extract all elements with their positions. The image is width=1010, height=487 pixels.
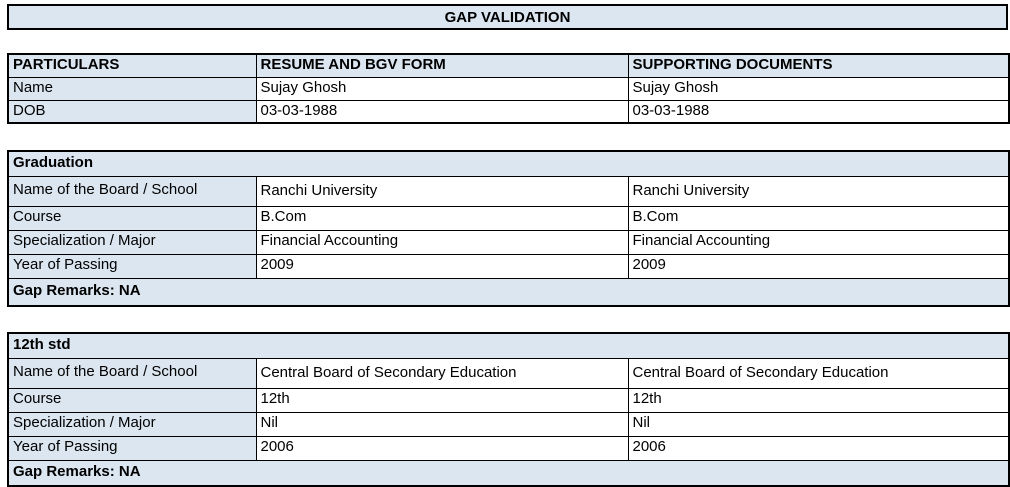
dob-label-cell: DOB bbox=[7, 99, 257, 124]
course-supporting-cell: B.Com bbox=[627, 205, 1010, 231]
board-school-supporting-cell: Ranchi University bbox=[627, 175, 1010, 207]
specialization-label-cell: Specialization / Major bbox=[7, 229, 257, 255]
table-row-year-of-passing: Year of Passing 2009 2009 bbox=[7, 253, 1010, 279]
graduation-table: Graduation Name of the Board / School Ra… bbox=[7, 150, 1010, 308]
table-row-name: Name Sujay Ghosh Sujay Ghosh bbox=[7, 76, 1010, 101]
year-supporting-cell: 2009 bbox=[627, 253, 1010, 279]
graduation-gap-remarks: Gap Remarks: NA bbox=[7, 277, 1010, 307]
specialization-resume-cell: Nil bbox=[255, 411, 629, 437]
table-row-course: Course 12th 12th bbox=[7, 387, 1010, 413]
board-school-resume-cell: Ranchi University bbox=[255, 175, 629, 207]
page-title: GAP VALIDATION bbox=[7, 4, 1008, 30]
specialization-resume-cell: Financial Accounting bbox=[255, 229, 629, 255]
name-supporting-cell: Sujay Ghosh bbox=[627, 76, 1010, 101]
course-label-cell: Course bbox=[7, 387, 257, 413]
table-row-dob: DOB 03-03-1988 03-03-1988 bbox=[7, 99, 1010, 124]
board-school-supporting-cell: Central Board of Secondary Education bbox=[627, 357, 1010, 389]
board-school-resume-cell: Central Board of Secondary Education bbox=[255, 357, 629, 389]
specialization-label-cell: Specialization / Major bbox=[7, 411, 257, 437]
table-row-board-school: Name of the Board / School Ranchi Univer… bbox=[7, 175, 1010, 207]
header-particulars: PARTICULARS bbox=[7, 53, 257, 78]
gap-validation-sheet: GAP VALIDATION PARTICULARS RESUME AND BG… bbox=[7, 4, 1010, 487]
header-resume-bgv-form: RESUME AND BGV FORM bbox=[255, 53, 629, 78]
table-header-row: PARTICULARS RESUME AND BGV FORM SUPPORTI… bbox=[7, 53, 1010, 78]
twelfth-section-heading: 12th std bbox=[7, 332, 1010, 359]
gap-remarks-row: Gap Remarks: NA bbox=[7, 277, 1010, 307]
table-row-year-of-passing: Year of Passing 2006 2006 bbox=[7, 435, 1010, 461]
year-resume-cell: 2009 bbox=[255, 253, 629, 279]
year-label-cell: Year of Passing bbox=[7, 253, 257, 279]
course-resume-cell: B.Com bbox=[255, 205, 629, 231]
table-row-course: Course B.Com B.Com bbox=[7, 205, 1010, 231]
name-label-cell: Name bbox=[7, 76, 257, 101]
specialization-supporting-cell: Financial Accounting bbox=[627, 229, 1010, 255]
year-label-cell: Year of Passing bbox=[7, 435, 257, 461]
year-resume-cell: 2006 bbox=[255, 435, 629, 461]
twelfth-gap-remarks: Gap Remarks: NA bbox=[7, 459, 1010, 487]
board-school-label-cell: Name of the Board / School bbox=[7, 357, 257, 389]
graduation-heading-row: Graduation bbox=[7, 150, 1010, 177]
header-supporting-documents: SUPPORTING DOCUMENTS bbox=[627, 53, 1010, 78]
particulars-table: PARTICULARS RESUME AND BGV FORM SUPPORTI… bbox=[7, 53, 1010, 125]
dob-resume-cell: 03-03-1988 bbox=[255, 99, 629, 124]
course-resume-cell: 12th bbox=[255, 387, 629, 413]
graduation-section-heading: Graduation bbox=[7, 150, 1010, 177]
year-supporting-cell: 2006 bbox=[627, 435, 1010, 461]
dob-supporting-cell: 03-03-1988 bbox=[627, 99, 1010, 124]
gap-remarks-row: Gap Remarks: NA bbox=[7, 459, 1010, 487]
table-row-specialization: Specialization / Major Nil Nil bbox=[7, 411, 1010, 437]
twelfth-std-table: 12th std Name of the Board / School Cent… bbox=[7, 332, 1010, 487]
name-resume-cell: Sujay Ghosh bbox=[255, 76, 629, 101]
board-school-label-cell: Name of the Board / School bbox=[7, 175, 257, 207]
table-row-specialization: Specialization / Major Financial Account… bbox=[7, 229, 1010, 255]
table-row-board-school: Name of the Board / School Central Board… bbox=[7, 357, 1010, 389]
course-supporting-cell: 12th bbox=[627, 387, 1010, 413]
twelfth-heading-row: 12th std bbox=[7, 332, 1010, 359]
specialization-supporting-cell: Nil bbox=[627, 411, 1010, 437]
course-label-cell: Course bbox=[7, 205, 257, 231]
